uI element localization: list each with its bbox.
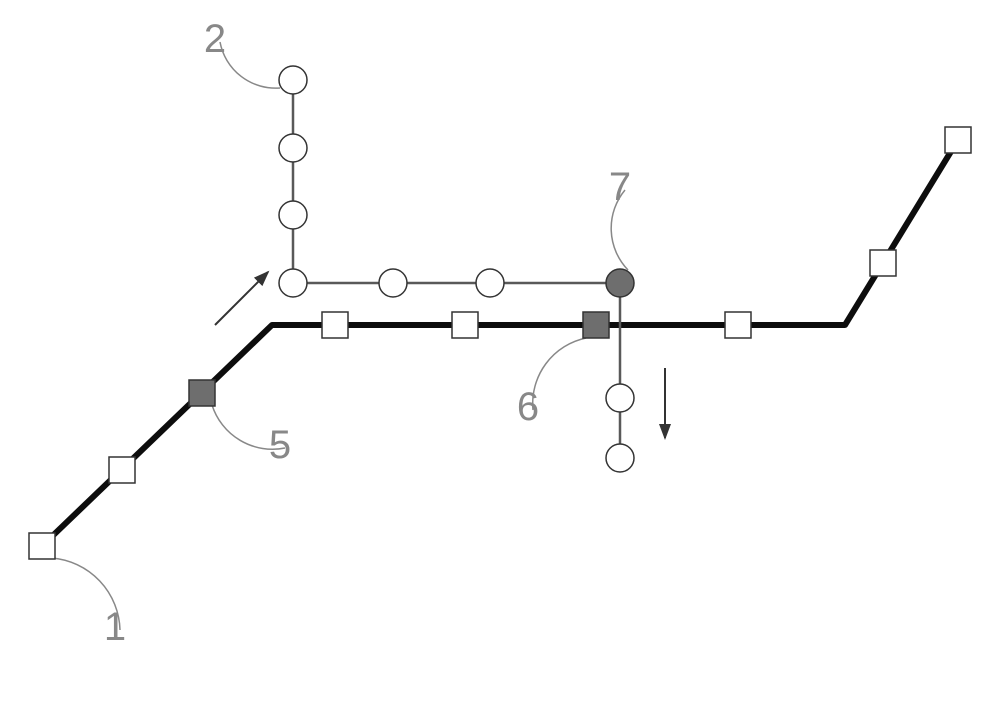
station-square	[109, 457, 135, 483]
callout-label: 6	[517, 385, 539, 429]
station-square	[870, 250, 896, 276]
station-square	[452, 312, 478, 338]
station-circle	[379, 269, 407, 297]
station-circle	[279, 269, 307, 297]
station-square	[725, 312, 751, 338]
callout-label: 2	[204, 17, 226, 61]
station-circle-filled	[606, 269, 634, 297]
direction-arrow	[215, 272, 268, 325]
station-square-filled	[583, 312, 609, 338]
station-circle	[476, 269, 504, 297]
station-square	[945, 127, 971, 153]
station-circle	[279, 66, 307, 94]
label-leader-line	[220, 42, 280, 88]
station-circle	[606, 444, 634, 472]
station-circle	[606, 384, 634, 412]
callout-label: 1	[104, 605, 126, 649]
station-square	[322, 312, 348, 338]
callout-label: 7	[609, 165, 631, 209]
station-circle	[279, 134, 307, 162]
station-square-filled	[189, 380, 215, 406]
transit-line-thick	[42, 140, 958, 546]
label-leader-line	[533, 338, 586, 410]
station-circle	[279, 201, 307, 229]
callout-label: 5	[269, 423, 291, 467]
station-square	[29, 533, 55, 559]
